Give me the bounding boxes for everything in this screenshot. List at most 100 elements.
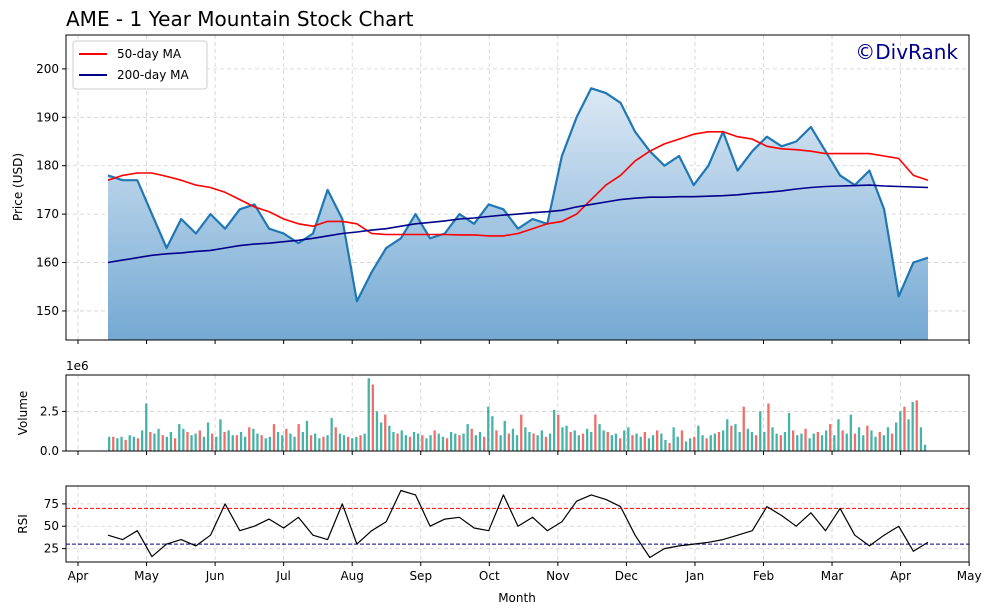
volume-bar: [458, 435, 461, 451]
volume-bar: [907, 419, 910, 451]
volume-bar: [693, 436, 696, 452]
volume-bar: [631, 435, 634, 451]
volume-bar: [878, 432, 881, 451]
volume-bar: [198, 430, 201, 451]
volume-bar: [359, 435, 362, 451]
volume-y-axis-label: Volume: [16, 391, 30, 436]
volume-bar: [478, 432, 482, 451]
volume-bar: [746, 428, 749, 451]
volume-bar: [602, 430, 605, 451]
volume-bar: [668, 443, 671, 451]
volume-bar: [145, 403, 148, 451]
volume-bar: [882, 435, 885, 451]
volume-bar: [276, 432, 280, 451]
volume-bar: [623, 430, 626, 451]
volume-bar: [820, 435, 824, 451]
volume-bar: [173, 438, 177, 451]
volume-x-ticks: [77, 451, 970, 455]
volume-bar: [825, 430, 828, 451]
volume-bar: [136, 438, 140, 451]
volume-bar: [318, 438, 321, 451]
volume-bar: [783, 432, 787, 451]
volume-bar: [557, 414, 560, 451]
volume-bar: [705, 438, 708, 451]
y-tick-label: 25: [44, 542, 59, 556]
volume-bar: [598, 424, 601, 451]
volume-bar: [425, 438, 428, 451]
volume-bar: [553, 409, 556, 451]
volume-bar: [260, 435, 263, 451]
volume-bar: [149, 432, 152, 451]
volume-y-ticks: 0.0 2.5: [40, 404, 66, 458]
volume-bar: [326, 435, 329, 451]
volume-bar: [112, 436, 115, 452]
volume-bar: [219, 419, 222, 451]
volume-bar: [569, 432, 572, 451]
price-area-fill: [108, 88, 928, 340]
chart-title: AME - 1 Year Mountain Stock Chart: [66, 7, 414, 31]
volume-bar: [713, 433, 716, 451]
volume-bar: [182, 428, 185, 451]
volume-bar: [211, 433, 214, 451]
rsi-line: [107, 489, 929, 559]
volume-bar: [132, 436, 135, 452]
volume-bar: [297, 424, 300, 451]
price-lines: [107, 87, 929, 303]
volume-bar: [639, 436, 642, 452]
volume-bar: [268, 436, 271, 452]
price-legend: 50-day MA 200-day MA: [72, 40, 208, 90]
volume-scale-label: 1e6: [66, 359, 89, 373]
volume-bar: [305, 420, 309, 451]
volume-bar: [285, 428, 288, 451]
volume-bar: [804, 428, 807, 451]
volume-bar: [915, 400, 918, 451]
volume-bar: [380, 422, 383, 451]
volume-bar: [816, 432, 819, 451]
volume-bar: [763, 432, 766, 451]
volume-bar: [895, 422, 898, 451]
volume-bar: [231, 435, 234, 451]
volume-bar: [363, 433, 366, 451]
y-tick-label: 190: [36, 110, 59, 124]
volume-bar: [767, 403, 770, 451]
volume-bar: [610, 435, 613, 451]
volume-bar: [454, 433, 457, 451]
volume-bar: [656, 430, 659, 451]
volume-bar: [717, 432, 721, 451]
x-tick-label: Jun: [205, 569, 225, 583]
ma200-line: [107, 184, 929, 264]
x-tick-label: Mar: [821, 569, 844, 583]
volume-bar: [833, 435, 836, 451]
volume-bar: [709, 435, 712, 451]
volume-bar: [890, 433, 894, 451]
volume-bar: [841, 430, 844, 451]
volume-bar: [540, 430, 543, 451]
volume-bar: [614, 433, 618, 451]
volume-bar: [919, 427, 923, 452]
volume-bar: [412, 432, 416, 451]
volume-bar: [870, 430, 873, 451]
volume-bar: [264, 438, 267, 451]
volume-bar: [281, 435, 284, 451]
volume-bar: [664, 439, 667, 451]
volume-bar: [474, 435, 477, 451]
volume-bar: [342, 435, 346, 451]
volume-bar: [215, 436, 218, 452]
volume-bar: [849, 414, 852, 451]
volume-bar: [524, 427, 527, 452]
volume-bar: [829, 424, 832, 451]
volume-bar: [445, 438, 449, 451]
volume-bar: [787, 413, 791, 451]
volume-bar: [701, 435, 704, 451]
volume-bar: [470, 428, 473, 451]
volume-bar: [565, 425, 568, 451]
volume-bar: [837, 419, 840, 451]
volume-bar: [697, 425, 700, 451]
volume-bar: [750, 432, 754, 451]
price-x-ticks: [77, 340, 970, 344]
volume-bar: [874, 436, 877, 452]
legend-ma50-label: 50-day MA: [117, 47, 182, 61]
volume-bar: [503, 420, 506, 451]
volume-bar: [581, 433, 585, 451]
